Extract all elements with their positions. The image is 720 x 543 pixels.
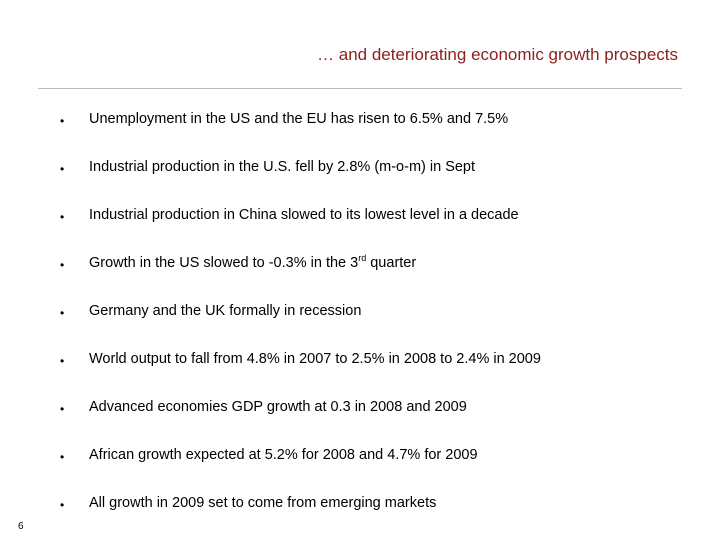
bullet-item-african-growth: • African growth expected at 5.2% for 20… — [0, 447, 720, 495]
bullet-list: • Unemployment in the US and the EU has … — [0, 111, 720, 543]
bullet-marker-icon: • — [60, 450, 65, 464]
bullet-text-part: quarter — [366, 255, 417, 271]
bullet-text: Germany and the UK formally in recession — [89, 303, 362, 319]
bullet-text: Unemployment in the US and the EU has ri… — [89, 111, 509, 127]
bullet-text: Advanced economies GDP growth at 0.3 in … — [89, 399, 467, 415]
bullet-item-recession: • Germany and the UK formally in recessi… — [0, 303, 720, 351]
title-divider — [38, 88, 682, 89]
bullet-item-us-industrial-production: • Industrial production in the U.S. fell… — [0, 159, 720, 207]
ordinal-superscript: rd — [358, 253, 367, 263]
bullet-item-us-growth: • Growth in the US slowed to -0.3% in th… — [0, 253, 720, 303]
bullet-marker-icon: • — [60, 162, 65, 176]
bullet-marker-icon: • — [60, 402, 65, 416]
bullet-marker-icon: • — [60, 306, 65, 320]
bullet-text: Growth in the US slowed to -0.3% in the … — [89, 253, 417, 272]
bullet-item-advanced-economies: • Advanced economies GDP growth at 0.3 i… — [0, 399, 720, 447]
bullet-marker-icon: • — [60, 114, 65, 128]
bullet-text: Industrial production in the U.S. fell b… — [89, 159, 476, 175]
bullet-marker-icon: • — [60, 210, 65, 224]
bullet-marker-icon: • — [60, 354, 65, 368]
bullet-item-world-output: • World output to fall from 4.8% in 2007… — [0, 351, 720, 399]
bullet-marker-icon: • — [60, 258, 65, 272]
bullet-text-part: Growth in the US slowed to -0.3% in the … — [89, 255, 359, 271]
bullet-text: African growth expected at 5.2% for 2008… — [89, 447, 478, 463]
bullet-item-china-industrial-production: • Industrial production in China slowed … — [0, 207, 720, 255]
slide-title: … and deteriorating economic growth pros… — [317, 45, 678, 64]
bullet-item-emerging-markets: • All growth in 2009 set to come from em… — [0, 495, 720, 543]
bullet-marker-icon: • — [60, 498, 65, 512]
bullet-text: Industrial production in China slowed to… — [89, 207, 519, 223]
bullet-text: All growth in 2009 set to come from emer… — [89, 495, 437, 511]
page-number: 6 — [18, 521, 24, 532]
bullet-text: World output to fall from 4.8% in 2007 t… — [89, 351, 541, 367]
bullet-item-unemployment: • Unemployment in the US and the EU has … — [0, 111, 720, 159]
